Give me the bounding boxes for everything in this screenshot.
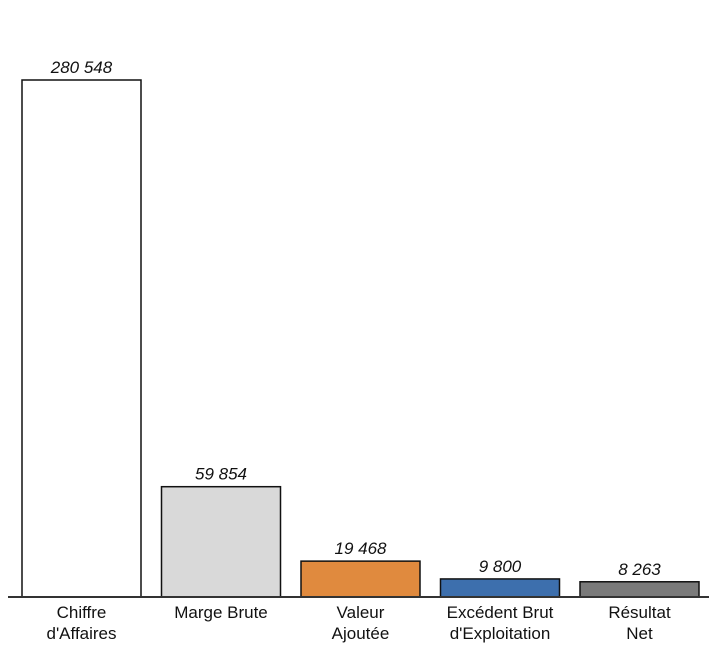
category-label-4-line-1: Excédent Brut [447, 603, 554, 622]
bar-2 [160, 485, 282, 598]
category-label-5-line-1: Résultat [608, 603, 671, 622]
category-label-4-line-2: d'Exploitation [450, 624, 551, 643]
bar-4 [439, 578, 561, 598]
bar-1 [21, 79, 142, 598]
bar-3 [300, 560, 421, 598]
value-label-2: 59 854 [195, 465, 247, 484]
category-label-5-line-2: Net [626, 624, 653, 643]
value-label-4: 9 800 [479, 557, 522, 576]
labels-group: 280 548 Chiffre d'Affaires 59 854 Marge Brut… [46, 58, 670, 643]
bars-group [21, 79, 700, 598]
value-label-3: 19 468 [335, 539, 388, 558]
category-label-1-line-1: Chiffre [57, 603, 107, 622]
category-label-2: Marge Brute [174, 603, 268, 622]
category-label-1-line-2: d'Affaires [46, 624, 116, 643]
category-label-3-line-1: Valeur [337, 603, 385, 622]
value-label-1: 280 548 [50, 58, 113, 77]
bar-5 [579, 581, 700, 598]
value-label-5: 8 263 [618, 560, 661, 579]
category-label-3-line-2: Ajoutée [332, 624, 390, 643]
